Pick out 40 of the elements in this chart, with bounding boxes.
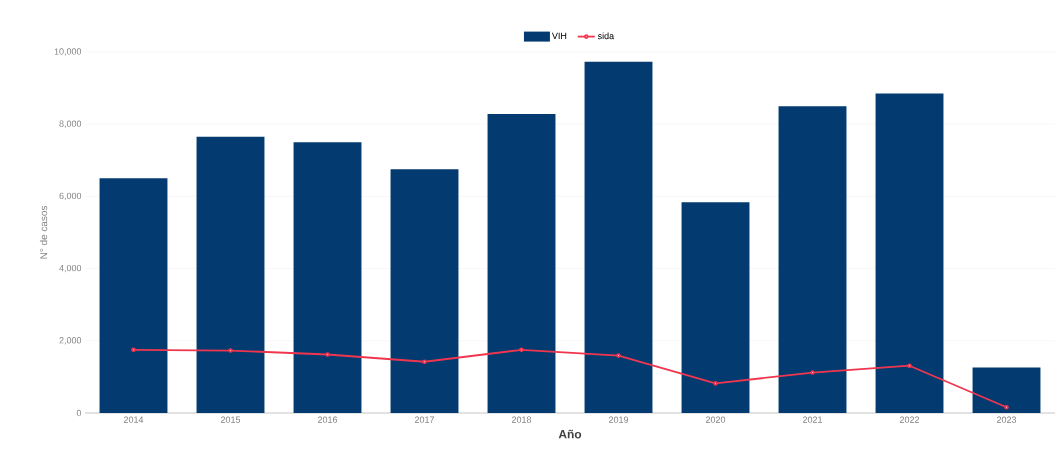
point	[907, 363, 912, 368]
bar	[196, 136, 265, 413]
bar	[487, 114, 556, 413]
x-tick-label: 2021	[802, 416, 823, 423]
point	[1004, 404, 1009, 410]
y-tick-label: 4,000	[59, 264, 82, 273]
x-axis-title: Año	[558, 429, 582, 439]
y-tick-label: 10,000	[54, 48, 82, 56]
point	[616, 353, 621, 358]
x-tick-label: 2018	[511, 416, 532, 423]
x-tick-label: 2023	[996, 416, 1017, 423]
x-tick-label: 2014	[123, 416, 144, 423]
bar	[293, 142, 362, 413]
legend-label: sida	[597, 32, 615, 40]
bar	[584, 61, 653, 413]
y-tick-label: 8,000	[59, 120, 82, 128]
point	[713, 381, 718, 386]
x-tick-label: 2020	[705, 416, 726, 423]
x-tick-label: 2019	[608, 416, 629, 423]
x-tick-label: 2016	[317, 416, 338, 423]
point	[519, 347, 524, 353]
bar	[99, 178, 168, 413]
point	[228, 348, 233, 353]
point	[810, 370, 815, 375]
point	[325, 352, 330, 357]
legend-label: VIH	[551, 32, 567, 39]
x-tick-label: 2017	[414, 416, 435, 423]
x-tick-label: 2022	[899, 416, 920, 423]
point	[131, 347, 136, 353]
bar	[875, 93, 944, 413]
y-tick-label: 0	[76, 409, 82, 417]
y-tick-label: 2,000	[59, 337, 82, 345]
point	[422, 359, 427, 365]
bar	[681, 202, 750, 413]
bar	[972, 367, 1041, 413]
bar	[778, 106, 847, 413]
x-tick-label: 2015	[220, 416, 241, 423]
y-axis-title: N° de casos	[39, 205, 48, 259]
bar	[390, 169, 459, 413]
y-tick-label: 6,000	[59, 192, 82, 201]
